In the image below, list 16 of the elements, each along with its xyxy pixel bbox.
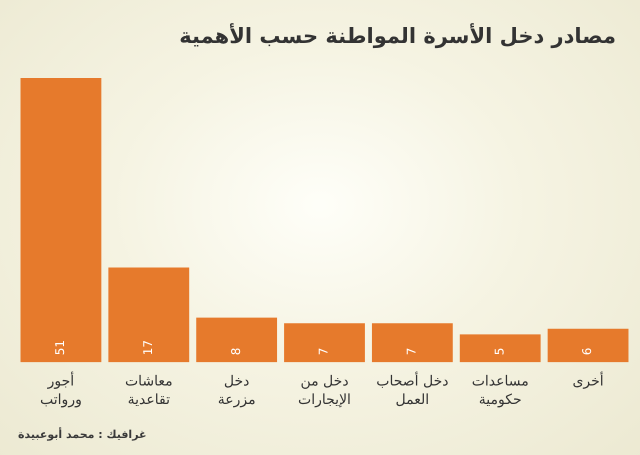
text: غرافيك : محمد أبوعبيدة	[18, 428, 147, 441]
chart-title: مصادر دخل الأسرة المواطنة حسب الأهمية	[179, 24, 616, 48]
data-label: 6	[580, 348, 594, 356]
x-tick-label: أجور ورواتب	[40, 371, 82, 408]
data-label: 51	[53, 340, 68, 356]
x-tick-label: دخل أصحاب العمل	[376, 371, 448, 408]
x-tick-label: أخرى	[572, 371, 604, 390]
data-label: 8	[228, 348, 243, 356]
x-tick-label: دخل من الإيجارات	[298, 373, 351, 408]
data-label: 5	[492, 348, 506, 356]
data-label: 7	[316, 348, 331, 356]
data-label: 17	[140, 340, 155, 356]
x-tick-label: دخل مزرعة	[218, 373, 256, 408]
x-tick-label: معاشات تقاعدية	[124, 373, 173, 408]
x-tick-label: مساعدات حكومية	[472, 373, 529, 408]
data-label: 7	[404, 348, 418, 356]
